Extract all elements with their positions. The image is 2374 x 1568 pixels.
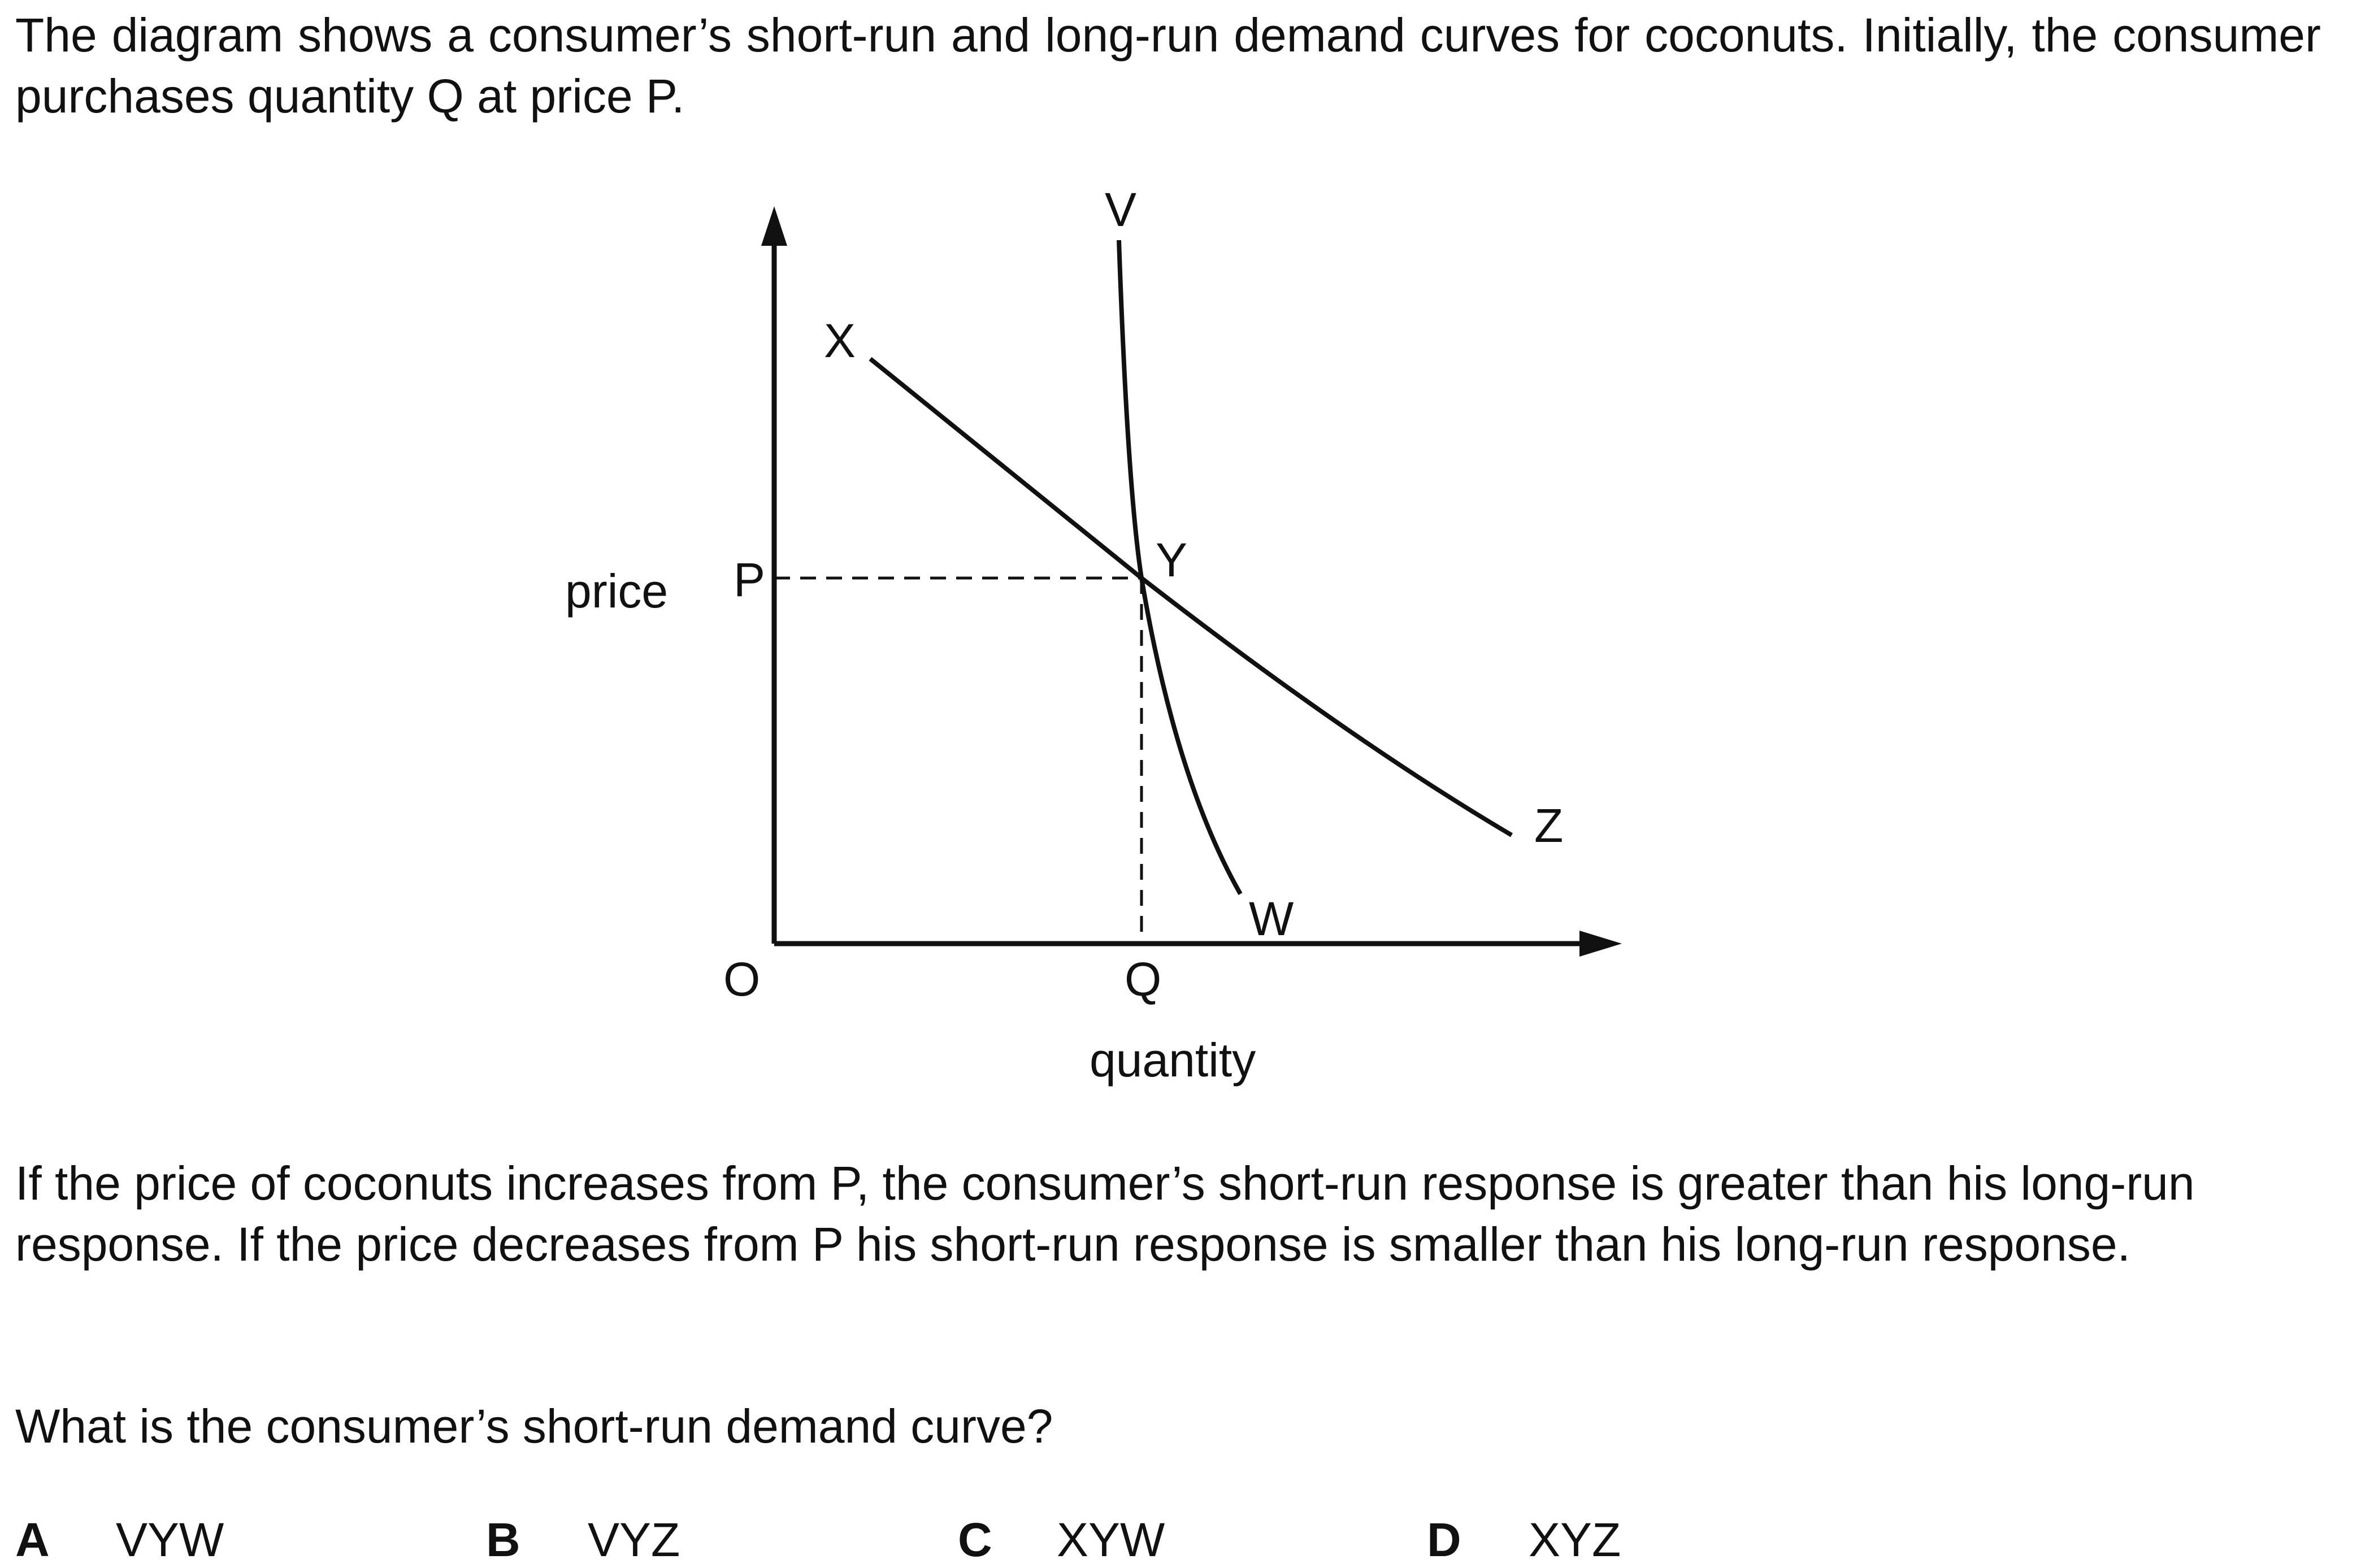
- option-c-text[interactable]: XYW: [1057, 1513, 1165, 1566]
- option-b-text[interactable]: VYZ: [588, 1513, 680, 1566]
- demand-curve-diagram: price quantity O P Q V X Y W Z: [565, 183, 1622, 1087]
- y-axis-label: price: [565, 564, 668, 618]
- point-w-label: W: [1249, 892, 1294, 945]
- point-x-label: X: [824, 314, 856, 367]
- price-label: P: [734, 553, 765, 606]
- x-axis-arrowhead: [1579, 931, 1622, 957]
- question-text: What is the consumer’s short-run demand …: [15, 1400, 1053, 1453]
- point-v-label: V: [1105, 183, 1136, 236]
- origin-label: O: [723, 953, 760, 1006]
- x-axis-label: quantity: [1090, 1033, 1256, 1087]
- point-y-label: Y: [1156, 533, 1187, 587]
- option-b-letter[interactable]: B: [486, 1513, 520, 1566]
- curve-xyz: [869, 357, 1513, 837]
- option-d-text[interactable]: XYZ: [1529, 1513, 1621, 1566]
- quantity-label: Q: [1125, 953, 1161, 1006]
- option-d-letter[interactable]: D: [1427, 1513, 1461, 1566]
- followup-text: If the price of coconuts increases from …: [15, 1157, 2195, 1271]
- option-c-letter[interactable]: C: [958, 1513, 992, 1566]
- y-axis-arrowhead: [761, 206, 787, 246]
- option-a-text[interactable]: VYW: [116, 1513, 224, 1566]
- intro-text: The diagram shows a consumer’s short-run…: [15, 8, 2321, 123]
- option-a-letter[interactable]: A: [15, 1513, 50, 1566]
- point-z-label: Z: [1534, 799, 1563, 852]
